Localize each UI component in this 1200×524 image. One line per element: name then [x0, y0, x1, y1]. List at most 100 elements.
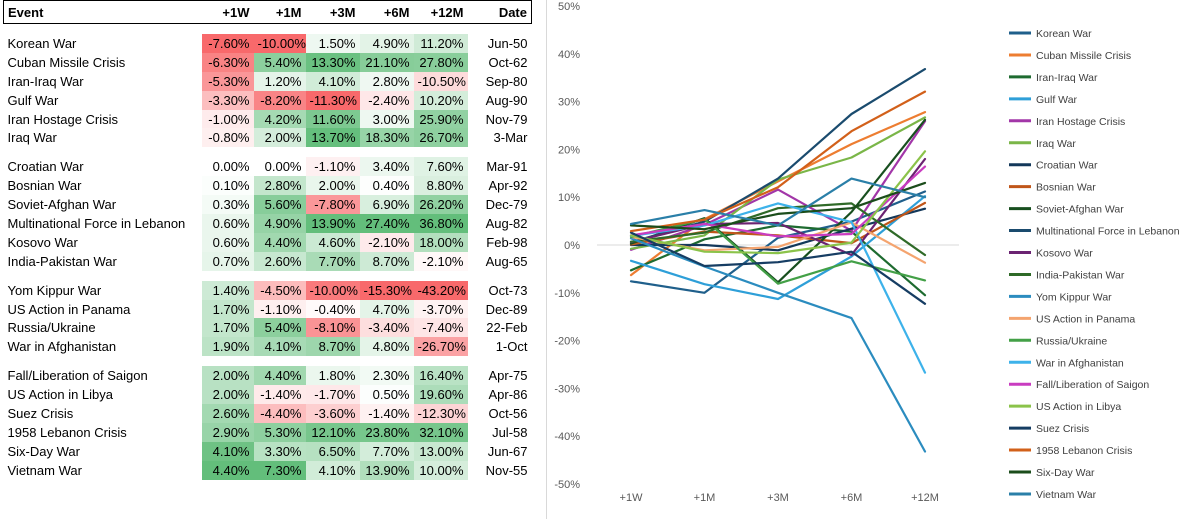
table-row: 1958 Lebanon Crisis 2.90% 5.30% 12.10% 23.80…: [4, 422, 532, 442]
return-cell: 1.70%: [201, 318, 254, 338]
return-cell: -11.30%: [305, 90, 360, 110]
return-cell: 11.60%: [305, 109, 360, 129]
table-row: Cuban Missile Crisis -6.30% 5.40% 13.30% 21.…: [4, 52, 532, 72]
table-row: Bosnian War 0.10% 2.80% 2.00% 0.40% 8.80% Apr-…: [4, 176, 532, 196]
return-cell: 3.30%: [253, 441, 306, 461]
return-cell: -7.80%: [305, 195, 360, 215]
return-cell: -0.40%: [305, 299, 360, 319]
return-cell: -5.30%: [201, 71, 254, 91]
return-cell: 4.10%: [253, 337, 306, 357]
group-spacer: [4, 271, 532, 281]
return-cell: 27.40%: [359, 214, 414, 233]
event-cell: Soviet-Afghan War: [7, 197, 117, 213]
return-cell: 4.40%: [253, 366, 306, 386]
event-cell: Vietnam War: [7, 462, 82, 478]
series-line: [629, 110, 927, 277]
return-cell: -1.40%: [359, 404, 414, 423]
group-spacer: [4, 24, 532, 35]
date-cell: Feb-98: [486, 234, 528, 250]
event-cell: Kosovo War: [7, 234, 78, 250]
return-cell: 4.90%: [253, 214, 306, 233]
event-cell: Six-Day War: [7, 443, 80, 459]
table-body: Korean War -7.60% -10.00% 1.50% 4.90% 11.20% J…: [4, 24, 532, 480]
return-cell: 1.40%: [201, 280, 254, 300]
group-spacer: [4, 147, 532, 157]
return-cell: -2.10%: [413, 251, 468, 271]
legend-label: Croatian War: [1036, 160, 1098, 172]
return-cell: -10.50%: [413, 71, 468, 91]
column-header-6m: +6M: [359, 0, 414, 24]
return-cell: 8.70%: [359, 251, 414, 271]
return-cell: -12.30%: [413, 404, 468, 423]
date-cell: Apr-75: [488, 368, 528, 384]
table-row: US Action in Panama 1.70% -1.10% -0.40% 4.70…: [4, 299, 532, 319]
return-cell: 6.50%: [305, 441, 360, 461]
series-line: [629, 120, 927, 251]
return-cell: 26.20%: [413, 195, 468, 215]
return-cell: 7.30%: [253, 460, 306, 480]
return-cell: 0.50%: [359, 385, 414, 405]
event-cell: US Action in Libya: [7, 387, 114, 403]
table-row: Six-Day War 4.10% 3.30% 6.50% 7.70% 13.00% Jun…: [4, 441, 532, 461]
legend-label: Iraq War: [1036, 138, 1076, 150]
return-cell: 0.00%: [253, 157, 306, 177]
return-cell: 18.00%: [413, 232, 468, 252]
event-cell: Fall/Liberation of Saigon: [7, 368, 148, 384]
return-cell: 27.80%: [413, 52, 468, 72]
legend-label: Yom Kippur War: [1036, 291, 1112, 303]
return-cell: 1.80%: [305, 366, 360, 386]
return-cell: 4.10%: [305, 71, 360, 91]
date-cell: Nov-79: [485, 111, 528, 127]
legend-label: Gulf War: [1036, 94, 1078, 106]
table-row: Multinational Force in Lebanon 0.60% 4.90%…: [4, 214, 532, 233]
return-cell: -0.80%: [201, 128, 254, 148]
return-cell: 2.80%: [253, 176, 306, 196]
date-cell: Jun-50: [487, 35, 528, 51]
table-row: Iran Hostage Crisis -1.00% 4.20% 11.60% 3.00…: [4, 109, 532, 129]
return-cell: -10.00%: [253, 34, 306, 53]
x-tick-label: +6M: [841, 492, 863, 504]
return-cell: 13.70%: [305, 128, 360, 148]
table-row: Suez Crisis 2.60% -4.40% -3.60% -1.40% -12.30…: [4, 404, 532, 423]
column-header-1w: +1W: [201, 0, 254, 24]
table-row: War in Afghanistan 1.90% 4.10% 8.70% 4.80% -2…: [4, 337, 532, 357]
return-cell: 0.00%: [201, 157, 254, 177]
table-row: Russia/Ukraine 1.70% 5.40% -8.10% -3.40% -7.4…: [4, 318, 532, 338]
column-header-12m: +12M: [413, 0, 468, 24]
table-row: Fall/Liberation of Saigon 2.00% 4.40% 1.80%…: [4, 366, 532, 386]
date-cell: Apr-86: [488, 387, 528, 403]
return-cell: 2.90%: [201, 422, 254, 442]
event-cell: Yom Kippur War: [7, 282, 102, 298]
chart-panel: -50% -40% -30% -20% -10% 0% 10% 20% 30% 40% 50% +1W…: [546, 0, 1199, 519]
date-cell: Jun-67: [487, 443, 528, 459]
table-row: Soviet-Afghan War 0.30% 5.60% -7.80% 6.90% 26…: [4, 195, 532, 215]
column-header-1m: +1M: [253, 0, 306, 24]
y-tick-label: 50%: [558, 1, 580, 13]
return-cell: 13.90%: [305, 214, 360, 233]
return-cell: 5.60%: [253, 195, 306, 215]
x-tick-label: +3M: [767, 492, 789, 504]
returns-table: Event +1W +1M +3M +6M +12M Date Korean W…: [3, 0, 532, 480]
return-cell: -43.20%: [413, 280, 468, 300]
return-cell: 7.70%: [305, 251, 360, 271]
legend-label: Vietnam War: [1036, 489, 1097, 501]
event-cell: Iraq War: [7, 130, 57, 146]
legend-label: Kosovo War: [1036, 248, 1093, 260]
return-cell: 2.80%: [359, 71, 414, 91]
return-cell: 10.00%: [413, 460, 468, 480]
return-cell: 19.60%: [413, 385, 468, 405]
return-cell: 4.40%: [253, 232, 306, 252]
return-cell: 5.40%: [253, 318, 306, 338]
return-cell: 11.20%: [413, 34, 468, 53]
return-cell: 2.00%: [305, 176, 360, 196]
series-line: [629, 231, 927, 305]
return-cell: 2.60%: [201, 404, 254, 423]
x-tick-label: +1W: [620, 492, 644, 504]
legend-label: Korean War: [1036, 28, 1092, 40]
date-cell: 1-Oct: [495, 339, 528, 355]
y-tick-label: -10%: [554, 288, 580, 300]
event-cell: Cuban Missile Crisis: [7, 54, 126, 70]
date-cell: Oct-56: [488, 405, 528, 421]
return-cell: 1.70%: [201, 299, 254, 319]
column-header-3m: +3M: [305, 0, 360, 24]
